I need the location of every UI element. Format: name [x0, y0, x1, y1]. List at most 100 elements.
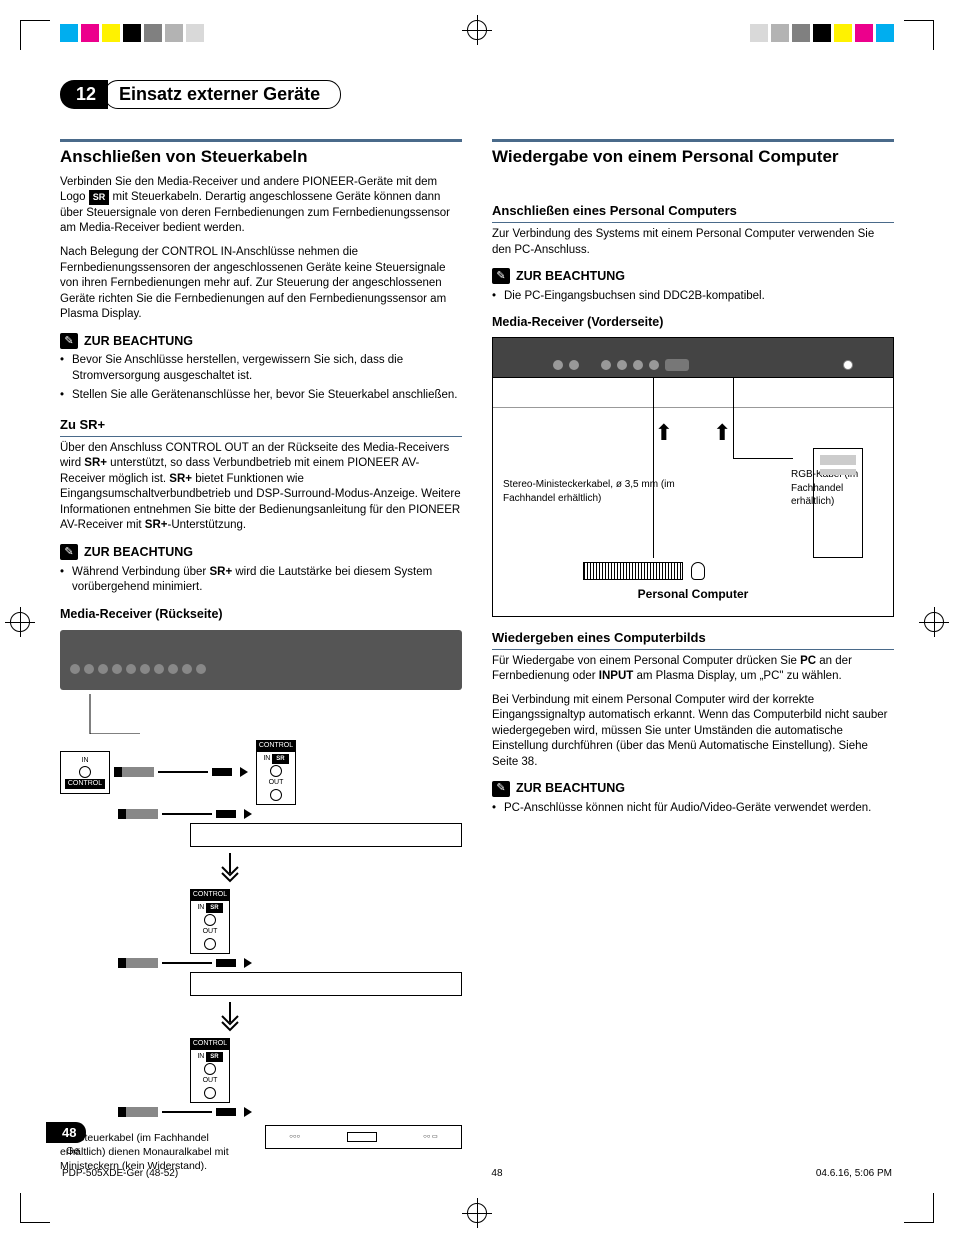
body-text: Über den Anschluss CONTROL OUT an der Rü… [60, 441, 462, 534]
page-number-badge: 48 [46, 1122, 86, 1143]
footer-doc-id: PDP-505XDE-Ger (48-52) [62, 1168, 178, 1179]
color-swatch [792, 24, 810, 42]
color-swatch [855, 24, 873, 42]
section-heading: Wiedergabe von einem Personal Computer [492, 139, 894, 169]
note-heading: ✎ ZUR BEACHTUNG [60, 544, 462, 561]
color-swatch [750, 24, 768, 42]
subsection-heading: Wiedergeben eines Computerbilds [492, 629, 894, 650]
keyboard-icon [583, 562, 683, 580]
color-swatch [813, 24, 831, 42]
color-registration-swatches [750, 24, 894, 42]
cable-plug-icon [216, 810, 236, 818]
av-device-icon [190, 972, 462, 996]
diagram-caption: Als Steuerkabel (im Fachhandel erhältlic… [60, 1131, 255, 1174]
note-pencil-icon: ✎ [492, 781, 510, 797]
color-swatch [834, 24, 852, 42]
note-pencil-icon: ✎ [60, 544, 78, 560]
diagram-title: Media-Receiver (Rückseite) [60, 606, 462, 623]
cable-plug-icon [118, 1107, 158, 1117]
crop-mark [904, 20, 934, 50]
note-heading: ✎ ZUR BEACHTUNG [492, 268, 894, 285]
list-item: Bevor Sie Anschlüsse herstellen, vergewi… [60, 353, 462, 384]
media-receiver-front-icon [493, 338, 893, 378]
cable-plug-icon [114, 767, 154, 777]
arrow-right-icon [244, 958, 252, 968]
color-swatch [60, 24, 78, 42]
color-registration-swatches [60, 24, 204, 42]
cable-plug-icon [118, 958, 158, 968]
arrow-up-icon: ⬆ [713, 418, 731, 448]
amplifier-icon: ○○○○○ ▭ [265, 1125, 462, 1149]
callout-line-icon [60, 694, 420, 734]
language-code: Ge [66, 1146, 79, 1157]
body-text: Verbinden Sie den Media-Receiver und and… [60, 175, 462, 237]
arrow-right-icon [240, 767, 248, 777]
registration-target-icon [467, 20, 487, 40]
av-device-icon [190, 823, 462, 847]
arrow-up-icon: ⬆ [655, 418, 673, 448]
registration-target-icon [10, 612, 30, 632]
footer-page: 48 [491, 1168, 502, 1179]
cable-plug-icon [212, 768, 232, 776]
media-receiver-rear-icon [60, 630, 462, 690]
chapter-title: Einsatz externer Geräte [119, 84, 320, 105]
control-jack-icon: CONTROL IN SROUT [256, 740, 296, 805]
color-swatch [102, 24, 120, 42]
color-swatch [186, 24, 204, 42]
note-list: Während Verbindung über SR+ wird die Lau… [60, 565, 462, 596]
subsection-heading: Anschließen eines Personal Computers [492, 202, 894, 223]
color-swatch [144, 24, 162, 42]
cable-label: Stereo-Ministeckerkabel, ø 3,5 mm (im Fa… [503, 478, 683, 505]
right-column: Wiedergabe von einem Personal Computer A… [492, 139, 894, 1181]
color-swatch [123, 24, 141, 42]
control-jack-icon: CONTROL IN SROUT [190, 889, 230, 954]
color-swatch [165, 24, 183, 42]
list-item: Die PC-Eingangsbuchsen sind DDC2B-kompat… [492, 289, 894, 305]
chapter-number-badge: 12 [60, 80, 108, 109]
crop-mark [904, 1193, 934, 1223]
print-footer: PDP-505XDE-Ger (48-52) 48 04.6.16, 5:06 … [60, 1168, 894, 1179]
note-list: PC-Anschlüsse können nicht für Audio/Vid… [492, 801, 894, 817]
arrow-right-icon [244, 809, 252, 819]
registration-target-icon [467, 1203, 487, 1223]
list-item: Während Verbindung über SR+ wird die Lau… [60, 565, 462, 596]
note-heading: ✎ ZUR BEACHTUNG [60, 333, 462, 350]
crop-mark [20, 1193, 50, 1223]
body-text: Für Wiedergabe von einem Personal Comput… [492, 654, 894, 685]
color-swatch [81, 24, 99, 42]
diagram-title: Media-Receiver (Vorderseite) [492, 314, 894, 331]
body-text: Bei Verbindung mit einem Personal Comput… [492, 693, 894, 771]
mouse-icon [691, 562, 705, 580]
section-heading: Anschließen von Steuerkabeln [60, 139, 462, 169]
note-list: Bevor Sie Anschlüsse herstellen, vergewi… [60, 353, 462, 404]
front-connection-diagram: ⬆ ⬆ Stereo-Ministeckerkabel, ø 3,5 mm (i… [492, 337, 894, 617]
color-swatch [876, 24, 894, 42]
arrow-down-icon [220, 1002, 240, 1032]
cable-plug-icon [216, 1108, 236, 1116]
cable-plug-icon [216, 959, 236, 967]
arrow-right-icon [244, 1107, 252, 1117]
list-item: Stellen Sie alle Gerätenanschlüsse her, … [60, 388, 462, 404]
pc-tower-icon [813, 448, 863, 558]
color-swatch [771, 24, 789, 42]
note-heading: ✎ ZUR BEACHTUNG [492, 780, 894, 797]
note-pencil-icon: ✎ [60, 333, 78, 349]
note-pencil-icon: ✎ [492, 268, 510, 284]
rear-connection-diagram: IN CONTROL CONTROL IN SROUT [60, 630, 462, 1173]
pc-label: Personal Computer [493, 586, 893, 602]
list-item: PC-Anschlüsse können nicht für Audio/Vid… [492, 801, 894, 817]
sr-logo-badge: SR [89, 190, 110, 204]
body-text: Zur Verbindung des Systems mit einem Per… [492, 227, 894, 258]
cable-plug-icon [118, 809, 158, 819]
vga-port-icon [665, 359, 689, 371]
note-list: Die PC-Eingangsbuchsen sind DDC2B-kompat… [492, 289, 894, 305]
left-column: Anschließen von Steuerkabeln Verbinden S… [60, 139, 462, 1181]
arrow-down-icon [220, 853, 240, 883]
registration-target-icon [924, 612, 944, 632]
footer-datetime: 04.6.16, 5:06 PM [816, 1168, 892, 1179]
chapter-header: 12 Einsatz externer Geräte [60, 80, 894, 109]
body-text: Nach Belegung der CONTROL IN-Anschlüsse … [60, 245, 462, 323]
subsection-heading: Zu SR+ [60, 416, 462, 437]
control-panel-icon: IN CONTROL [60, 751, 110, 794]
control-jack-icon: CONTROL IN SROUT [190, 1038, 230, 1103]
